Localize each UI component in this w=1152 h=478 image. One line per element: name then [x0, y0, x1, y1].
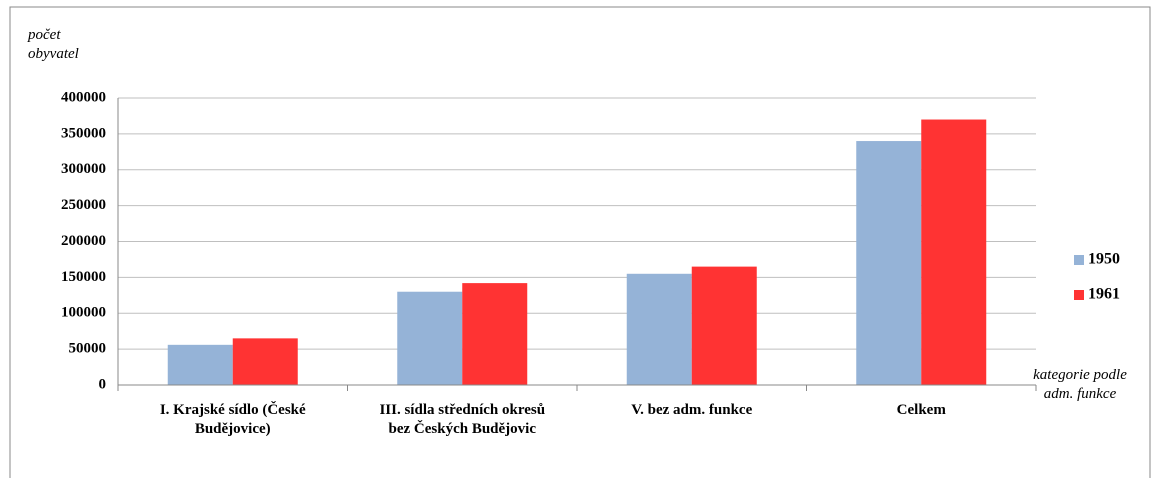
y-tick-label: 0 — [99, 376, 107, 392]
legend-label: 1961 — [1088, 286, 1120, 303]
x-tick-label: I. Krajské sídlo (České Budějovice) — [159, 402, 306, 437]
x-tick-label: V. bez adm. funkce — [631, 402, 753, 418]
y-tick-label: 300000 — [61, 161, 106, 177]
x-axis-label: kategorie podle adm. funkce — [1033, 367, 1127, 402]
x-tick-label: Celkem — [896, 402, 946, 418]
legend-swatch — [1074, 255, 1084, 265]
y-tick-label: 400000 — [61, 89, 106, 105]
bar — [691, 266, 757, 385]
y-tick-label: 350000 — [61, 125, 106, 141]
bar — [397, 291, 463, 385]
x-tick-label: III. sídla středních okresů bez Českých … — [379, 402, 546, 437]
bar — [167, 344, 233, 385]
legend-swatch — [1074, 290, 1084, 300]
y-tick-label: 150000 — [61, 269, 106, 285]
y-tick-label: 200000 — [61, 233, 106, 249]
y-tick-label: 50000 — [69, 341, 107, 357]
y-tick-label: 250000 — [61, 197, 106, 213]
bar — [856, 141, 922, 385]
legend-label: 1950 — [1088, 251, 1120, 268]
y-axis-label: počet obyvatel — [28, 27, 79, 62]
y-tick-label: 100000 — [61, 305, 106, 321]
bar — [462, 283, 528, 385]
bar — [626, 273, 692, 385]
bar — [921, 119, 987, 386]
bar — [232, 338, 298, 385]
chart-frame — [9, 6, 1151, 478]
